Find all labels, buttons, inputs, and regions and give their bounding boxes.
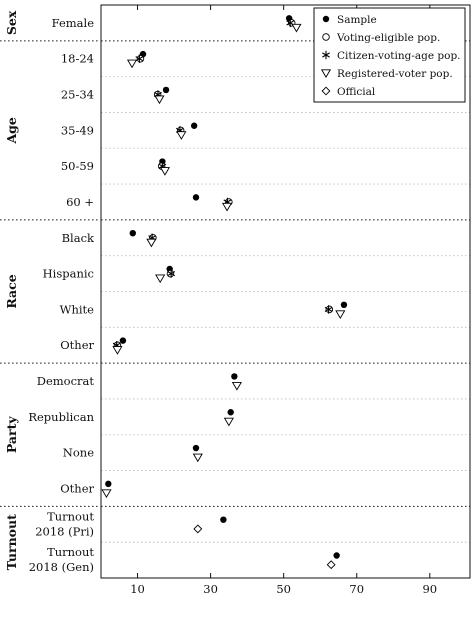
registered-voter-pop-marker (335, 310, 346, 319)
registered-voter-pop-marker (146, 238, 157, 248)
sample-marker (220, 516, 227, 523)
official-marker (326, 560, 336, 570)
row-label: 60 + (66, 195, 94, 209)
plot-border (100, 4, 471, 579)
legend-box (313, 7, 466, 103)
sample-legend-marker (322, 15, 330, 23)
citizen-voting-age-pop-legend-marker (322, 50, 330, 60)
row-label: Turnout (47, 545, 94, 559)
x-tick-label: 90 (422, 582, 437, 596)
sample-marker (192, 194, 200, 201)
row-labels: Female 18-24 25-34 35-49 50-59 60 + Black Hispa… (28, 16, 95, 574)
group-label: Turnout (4, 514, 19, 570)
plot-frame (100, 4, 471, 579)
row-label: 50-59 (61, 159, 94, 173)
row-label: Black (62, 231, 95, 245)
legend-entry-label: Official (337, 86, 376, 98)
row-label: Other (60, 338, 94, 352)
row-label: Republican (28, 410, 94, 424)
sample-marker (190, 122, 198, 129)
registered-voter-pop-marker (155, 274, 166, 284)
registered-voter-pop-marker (159, 167, 171, 176)
row-label: 35-49 (61, 123, 94, 137)
registered-voter-pop-marker (126, 59, 138, 69)
citizen-voting-age-pop-marker (167, 269, 176, 278)
sample-marker (119, 337, 127, 344)
registered-voter-pop-marker (101, 489, 112, 499)
registered-voter-pop-marker (176, 131, 187, 140)
row-label: Hispanic (43, 267, 94, 281)
citizen-voting-age-pop-marker (135, 54, 144, 63)
row-label: 18-24 (61, 52, 94, 66)
x-tick-label: 70 (349, 582, 364, 596)
x-tick-label: 50 (276, 582, 291, 596)
registered-voter-pop-marker (112, 346, 123, 355)
registered-voter-pop-marker (221, 202, 233, 212)
sample-marker (105, 480, 112, 488)
group-label: Age (4, 117, 19, 144)
row-gridlines (101, 76, 470, 543)
row-label: 25-34 (61, 88, 94, 102)
citizen-voting-age-pop-marker (324, 305, 333, 314)
sample-marker (129, 229, 136, 237)
row-label: 2018 (Gen) (29, 560, 94, 574)
group-labels: Sex Age Race Party Turnout (4, 10, 19, 570)
sample-marker (333, 552, 340, 559)
registered-voter-pop-marker (223, 417, 234, 427)
official-marker (193, 524, 203, 534)
sample-marker (340, 301, 348, 309)
legend-entry-label: Voting-eligible pop. (336, 32, 440, 44)
row-label: Turnout (47, 509, 94, 523)
group-label: Party (4, 416, 19, 454)
x-axis-ticks: 10 30 50 70 90 (130, 5, 437, 596)
registered-voter-pop-legend-marker (320, 69, 332, 78)
row-label: 2018 (Pri) (35, 524, 94, 538)
x-tick-label: 10 (130, 582, 145, 596)
sample-marker (231, 373, 238, 380)
legend-entry-label: Citizen-voting-age pop. (337, 50, 461, 62)
registered-voter-pop-marker (231, 381, 242, 391)
row-label: Other (60, 481, 94, 495)
legend-entry-label: Registered-voter pop. (337, 68, 453, 80)
data-points (101, 15, 348, 570)
group-label: Race (4, 274, 19, 308)
registered-voter-pop-marker (192, 453, 203, 463)
group-label: Sex (4, 10, 19, 35)
voting-eligible-pop-legend-marker (322, 33, 330, 41)
row-label: White (60, 302, 95, 316)
registered-voter-pop-marker (154, 95, 165, 105)
row-label: None (63, 446, 94, 460)
group-separators (0, 40, 470, 507)
official-legend-marker (321, 86, 331, 96)
legend: Sample Voting-eligible pop. Citizen-voting… (313, 7, 466, 103)
registered-voter-pop-marker (291, 23, 302, 33)
row-label: Democrat (37, 374, 95, 388)
legend-entry-label: Sample (337, 14, 377, 26)
sample-marker (192, 444, 200, 452)
row-label: Female (52, 16, 95, 30)
sample-marker (227, 409, 234, 416)
sample-marker (162, 86, 170, 94)
x-tick-label: 30 (203, 582, 218, 596)
